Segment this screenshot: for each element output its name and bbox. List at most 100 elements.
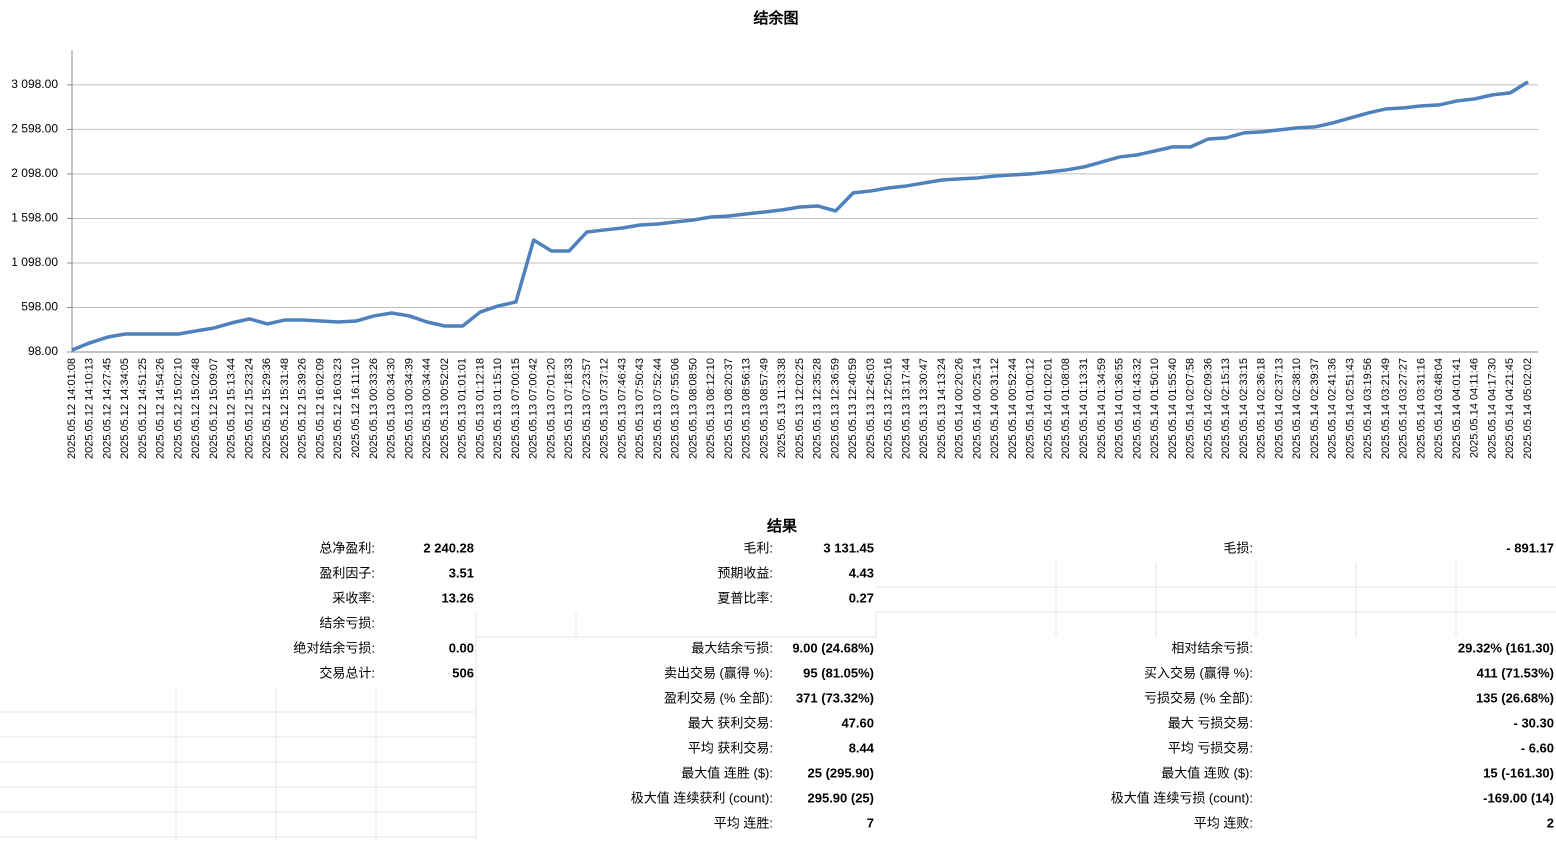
x-tick-label: 2025.05.14 03:21:49 bbox=[1380, 358, 1392, 459]
x-tick-label: 2025.05.14 01:50:10 bbox=[1149, 358, 1161, 459]
stat-value: 0.27 bbox=[849, 590, 874, 605]
x-tick-label: 2025.05.14 00:20:26 bbox=[954, 358, 966, 459]
stat-value: 13.26 bbox=[441, 590, 474, 605]
x-tick-label: 2025.05.13 07:18:33 bbox=[563, 358, 575, 459]
stat-value: 411 (71.53%) bbox=[1477, 665, 1554, 680]
x-tick-label: 2025.05.14 03:31:16 bbox=[1415, 358, 1427, 459]
stat-value: - 30.30 bbox=[1514, 715, 1554, 730]
stat-value: -169.00 (14) bbox=[1483, 790, 1554, 805]
table-title: 结果 bbox=[767, 517, 798, 535]
x-tick-label: 2025.05.13 00:52:02 bbox=[439, 358, 451, 459]
stat-label: 毛利: bbox=[743, 540, 773, 555]
stat-value: 3 131.45 bbox=[823, 540, 874, 555]
x-tick-label: 2025.05.14 04:11:46 bbox=[1469, 358, 1481, 458]
x-tick-label: 2025.05.14 02:51:43 bbox=[1344, 358, 1356, 459]
stat-label: 亏损交易 (% 全部): bbox=[1144, 690, 1253, 705]
stat-label: 相对结余亏损: bbox=[1171, 640, 1253, 655]
stat-value: 3.51 bbox=[449, 565, 474, 580]
x-tick-label: 2025.05.14 00:25:14 bbox=[971, 358, 983, 459]
stat-label: 交易总计: bbox=[319, 665, 375, 680]
x-tick-label: 2025.05.12 15:23:24 bbox=[243, 358, 255, 459]
stat-value: 135 (26.68%) bbox=[1476, 690, 1554, 705]
stat-value: 371 (73.32%) bbox=[796, 690, 874, 705]
x-tick-label: 2025.05.12 15:02:48 bbox=[190, 358, 202, 459]
stat-label: 平均 获利交易: bbox=[688, 740, 773, 755]
x-tick-label: 2025.05.13 08:12:10 bbox=[705, 358, 717, 459]
x-tick-label: 2025.05.13 07:37:12 bbox=[599, 358, 611, 459]
x-tick-label: 2025.05.12 15:02:10 bbox=[172, 358, 184, 459]
x-tick-label: 2025.05.13 14:13:24 bbox=[936, 358, 948, 459]
x-tick-label: 2025.05.13 13:30:47 bbox=[918, 358, 930, 459]
stat-label: 采收率: bbox=[332, 590, 375, 605]
x-tick-label: 2025.05.13 01:15:10 bbox=[492, 358, 504, 459]
stat-value: 29.32% (161.30) bbox=[1458, 640, 1554, 655]
stat-value: 25 (295.90) bbox=[808, 765, 875, 780]
x-tick-label: 2025.05.14 01:55:40 bbox=[1167, 358, 1179, 459]
x-tick-label: 2025.05.12 14:10:13 bbox=[84, 358, 96, 459]
stat-value: 8.44 bbox=[849, 740, 875, 755]
x-tick-label: 2025.05.14 04:01:41 bbox=[1451, 358, 1463, 459]
x-tick-label: 2025.05.14 00:31:12 bbox=[989, 358, 1001, 459]
stat-label: 毛损: bbox=[1223, 540, 1253, 555]
x-tick-label: 2025.05.14 01:34:59 bbox=[1096, 358, 1108, 459]
x-tick-label: 2025.05.13 08:20:37 bbox=[723, 358, 735, 459]
stat-label: 极大值 连续亏损 (count): bbox=[1111, 790, 1253, 805]
x-tick-label: 2025.05.12 15:09:07 bbox=[208, 358, 220, 459]
x-tick-label: 2025.05.13 01:01:01 bbox=[457, 358, 469, 459]
stat-value: 2 bbox=[1547, 815, 1554, 830]
x-tick-label: 2025.05.14 04:21:45 bbox=[1504, 358, 1516, 459]
x-tick-label: 2025.05.13 12:45:03 bbox=[865, 358, 877, 459]
x-tick-label: 2025.05.14 01:36:55 bbox=[1114, 358, 1126, 459]
stat-value: 7 bbox=[867, 815, 874, 830]
stat-value: 15 (-161.30) bbox=[1483, 765, 1554, 780]
x-tick-label: 2025.05.14 04:17:30 bbox=[1486, 358, 1498, 459]
stat-label: 平均 连胜: bbox=[714, 815, 773, 830]
stat-value: 506 bbox=[452, 665, 474, 680]
stat-label: 平均 亏损交易: bbox=[1168, 740, 1253, 755]
x-tick-label: 2025.05.14 02:36:18 bbox=[1256, 358, 1268, 459]
x-tick-label: 2025.05.13 00:34:30 bbox=[386, 358, 398, 459]
stat-label: 卖出交易 (赢得 %): bbox=[664, 665, 773, 680]
stat-label: 最大 亏损交易: bbox=[1168, 715, 1253, 730]
y-tick-label: 1 598.00 bbox=[11, 211, 58, 225]
stat-value: - 891.17 bbox=[1506, 540, 1554, 555]
y-tick-label: 598.00 bbox=[21, 300, 58, 314]
x-tick-label: 2025.05.13 12:40:59 bbox=[847, 358, 859, 459]
x-tick-label: 2025.05.14 02:15:13 bbox=[1220, 358, 1232, 459]
stat-label: 总净盈利: bbox=[319, 540, 375, 555]
x-tick-label: 2025.05.12 15:29:36 bbox=[261, 358, 273, 459]
stat-value: 47.60 bbox=[841, 715, 874, 730]
stat-label: 夏普比率: bbox=[717, 590, 773, 605]
chart-title: 结余图 bbox=[753, 9, 798, 27]
x-tick-label: 2025.05.13 00:34:44 bbox=[421, 358, 433, 459]
x-tick-label: 2025.05.13 07:50:43 bbox=[634, 358, 646, 459]
x-tick-label: 2025.05.14 01:02:01 bbox=[1042, 358, 1054, 459]
stat-label: 盈利交易 (% 全部): bbox=[664, 690, 773, 705]
x-tick-label: 2025.05.13 12:50:16 bbox=[883, 358, 895, 459]
x-tick-label: 2025.05.14 02:07:58 bbox=[1185, 358, 1197, 459]
x-tick-label: 2025.05.13 13:17:44 bbox=[900, 358, 912, 459]
x-tick-label: 2025.05.13 01:12:18 bbox=[474, 358, 486, 459]
stat-label: 平均 连败: bbox=[1194, 815, 1253, 830]
sheet-cells bbox=[0, 562, 1556, 841]
x-tick-label: 2025.05.14 00:52:44 bbox=[1007, 358, 1019, 459]
balance-line bbox=[71, 80, 1529, 352]
x-tick-label: 2025.05.13 00:33:26 bbox=[368, 358, 380, 459]
y-tick-label: 1 098.00 bbox=[11, 255, 58, 269]
x-tick-label: 2025.05.13 07:55:06 bbox=[670, 358, 682, 459]
stat-label: 预期收益: bbox=[717, 565, 773, 580]
x-tick-label: 2025.05.14 02:33:15 bbox=[1238, 358, 1250, 459]
stat-value: 95 (81.05%) bbox=[803, 665, 874, 680]
x-tick-label: 2025.05.14 05:02:02 bbox=[1522, 358, 1534, 459]
x-tick-label: 2025.05.12 14:34:05 bbox=[119, 358, 131, 459]
stat-value: 0.00 bbox=[449, 640, 474, 655]
x-tick-label: 2025.05.13 11:33:38 bbox=[776, 358, 788, 458]
stat-value: 4.43 bbox=[849, 565, 874, 580]
stat-value: - 6.60 bbox=[1521, 740, 1554, 755]
x-tick-label: 2025.05.14 02:09:36 bbox=[1202, 358, 1214, 459]
x-tick-label: 2025.05.14 03:19:56 bbox=[1362, 358, 1374, 459]
x-tick-label: 2025.05.14 02:41:36 bbox=[1327, 358, 1339, 459]
stat-value: 2 240.28 bbox=[423, 540, 474, 555]
